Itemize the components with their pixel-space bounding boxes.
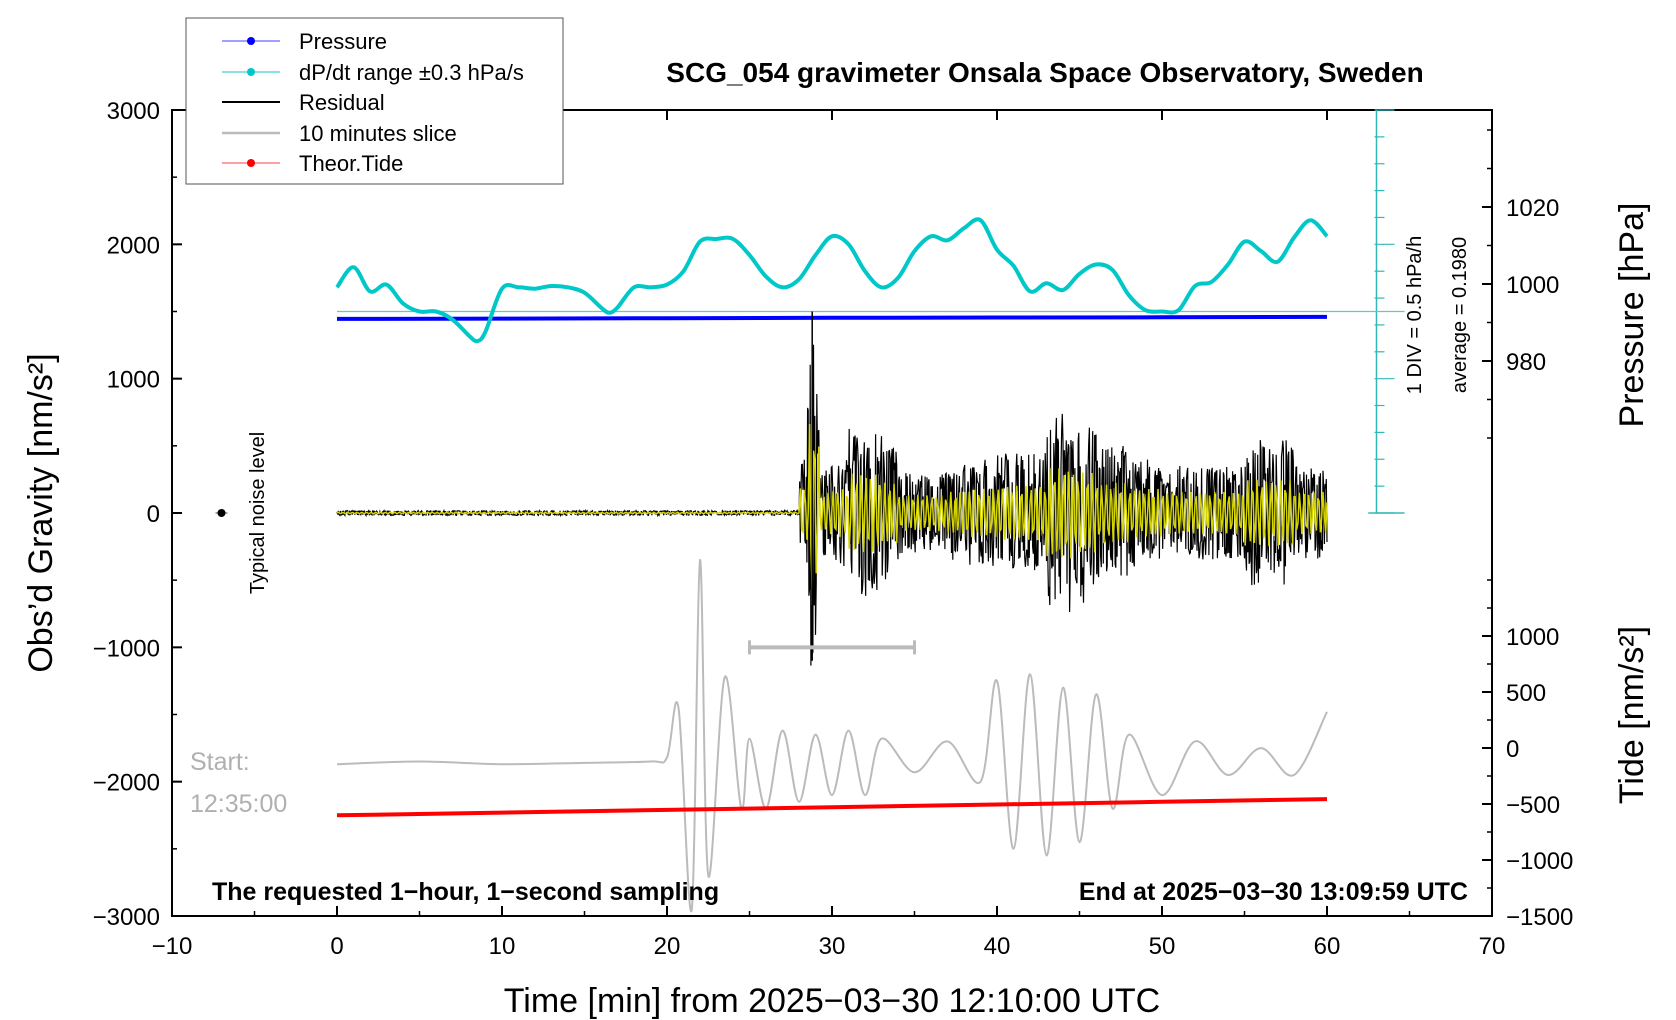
y-tick-label: 2000 bbox=[107, 232, 160, 259]
y-tick-label: −3000 bbox=[93, 904, 160, 931]
noise-level-dot bbox=[217, 509, 226, 517]
requested-note: The requested 1−hour, 1−second sampling bbox=[212, 878, 719, 906]
y-axis-title: Obs’d Gravity [nm/s²] bbox=[22, 353, 60, 672]
legend-label-tide: Theor.Tide bbox=[299, 151, 403, 176]
x-axis-title: Time [min] from 2025−03−30 12:10:00 UTC bbox=[504, 982, 1160, 1020]
legend-dot-pressure bbox=[247, 37, 255, 45]
series-slice-line bbox=[336, 558, 1328, 913]
start-time: 12:35:00 bbox=[190, 790, 287, 818]
x-tick-label: 70 bbox=[1479, 933, 1506, 960]
tick-layer: −10 0 10 20 30 40 50 60 703000200010000−1000−200… bbox=[93, 98, 1574, 960]
legend-label-pressure: Pressure bbox=[299, 29, 387, 54]
tide-tick-label: −1000 bbox=[1506, 848, 1573, 875]
legend-label-residual: Residual bbox=[299, 90, 385, 115]
y-tick-label: −2000 bbox=[93, 770, 160, 797]
x-tick-label: 60 bbox=[1314, 933, 1341, 960]
pressure-tick-label: 1020 bbox=[1506, 195, 1559, 222]
x-tick-label: −10 bbox=[152, 933, 193, 960]
legend-dot-dpdt bbox=[247, 68, 255, 76]
tide-axis-title: Tide [nm/s²] bbox=[1613, 626, 1651, 804]
tide-tick-label: −1500 bbox=[1506, 904, 1573, 931]
legend-dot-tide bbox=[247, 159, 255, 167]
chart-title: SCG_054 gravimeter Onsala Space Observat… bbox=[666, 57, 1423, 88]
series-dpdt-line bbox=[335, 217, 1329, 344]
y-tick-label: 1000 bbox=[107, 367, 160, 394]
series-pressure-line bbox=[336, 314, 1328, 321]
x-tick-label: 20 bbox=[654, 933, 681, 960]
x-tick-label: 10 bbox=[489, 933, 516, 960]
tide-tick-label: 500 bbox=[1506, 680, 1546, 707]
y-tick-label: 0 bbox=[147, 501, 160, 528]
x-tick-label: 30 bbox=[819, 933, 846, 960]
tide-tick-label: 1000 bbox=[1506, 624, 1559, 651]
y-tick-label: −1000 bbox=[93, 635, 160, 662]
tide-tick-label: 0 bbox=[1506, 736, 1519, 763]
legend: Pressure dP/dt range ±0.3 hPa/s Residual… bbox=[185, 17, 564, 185]
series-residual-filtered bbox=[336, 423, 1328, 590]
legend-label-dpdt: dP/dt range ±0.3 hPa/s bbox=[299, 60, 524, 85]
series-residual-line bbox=[336, 344, 1328, 666]
pressure-tick-label: 980 bbox=[1506, 349, 1546, 376]
x-tick-label: 40 bbox=[984, 933, 1011, 960]
typical-noise-label: Typical noise level bbox=[247, 432, 269, 594]
div-label: 1 DIV = 0.5 hPa/h bbox=[1404, 236, 1426, 394]
series-tide-line bbox=[336, 797, 1328, 818]
pressure-tick-label: 1000 bbox=[1506, 272, 1559, 299]
legend-label-slice: 10 minutes slice bbox=[299, 121, 457, 146]
end-note: End at 2025−03−30 13:09:59 UTC bbox=[1079, 878, 1468, 906]
x-tick-label: 0 bbox=[330, 933, 343, 960]
average-label: average = 0.1980 bbox=[1449, 237, 1471, 393]
pressure-axis-title: Pressure [hPa] bbox=[1613, 203, 1651, 428]
y-tick-label: 3000 bbox=[107, 98, 160, 125]
tide-tick-label: −500 bbox=[1506, 792, 1560, 819]
start-label: Start: bbox=[190, 748, 250, 776]
x-tick-label: 50 bbox=[1149, 933, 1176, 960]
series-layer bbox=[215, 109, 1405, 913]
